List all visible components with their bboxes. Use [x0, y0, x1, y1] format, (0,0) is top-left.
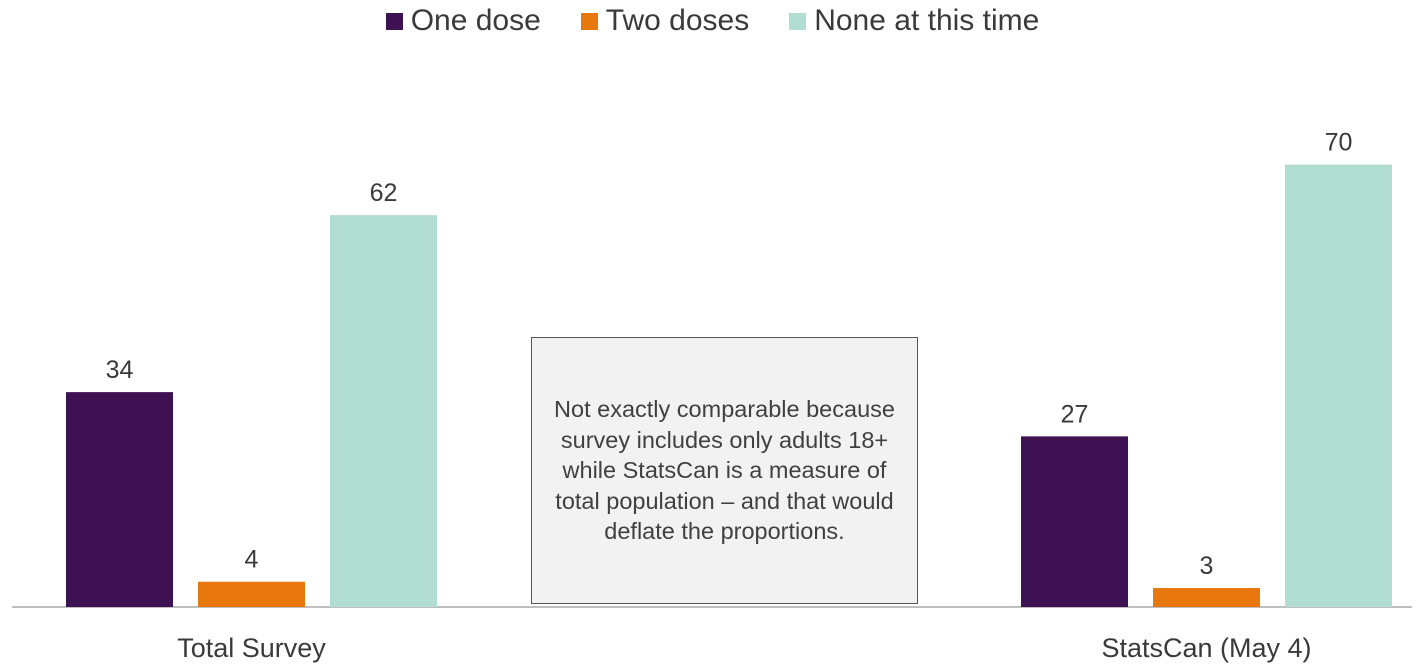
bar-two-doses-2	[1153, 588, 1260, 607]
bar-one-dose-1	[66, 392, 173, 607]
legend-swatch	[789, 12, 807, 30]
legend-label: Two doses	[605, 4, 750, 37]
annotation-text: Not exactly comparable because survey in…	[554, 396, 895, 545]
data-label: 3	[1200, 552, 1214, 580]
category-label: StatsCan (May 4)	[1101, 633, 1311, 663]
annotation-note: Not exactly comparable because survey in…	[531, 337, 918, 604]
data-label: 27	[1061, 400, 1089, 428]
data-label: 34	[106, 356, 134, 384]
legend-item: Two doses	[580, 4, 750, 38]
legend-label: One dose	[410, 4, 541, 37]
bar-one-dose-2	[1021, 436, 1128, 607]
legend-swatch	[385, 12, 403, 30]
data-label: 4	[245, 546, 259, 574]
legend-label: None at this time	[814, 4, 1040, 37]
category-label: Total Survey	[177, 633, 326, 663]
bar-none-at-this-time-1	[330, 215, 437, 607]
legend-item: One dose	[385, 4, 541, 38]
data-label: 70	[1325, 129, 1353, 157]
legend-swatch	[580, 12, 598, 30]
data-label: 62	[370, 179, 398, 207]
bar-two-doses-1	[198, 581, 305, 607]
chart-legend: One dose Two doses None at this time	[0, 4, 1425, 38]
legend-item: None at this time	[789, 4, 1039, 38]
bar-none-at-this-time-2	[1285, 164, 1392, 607]
